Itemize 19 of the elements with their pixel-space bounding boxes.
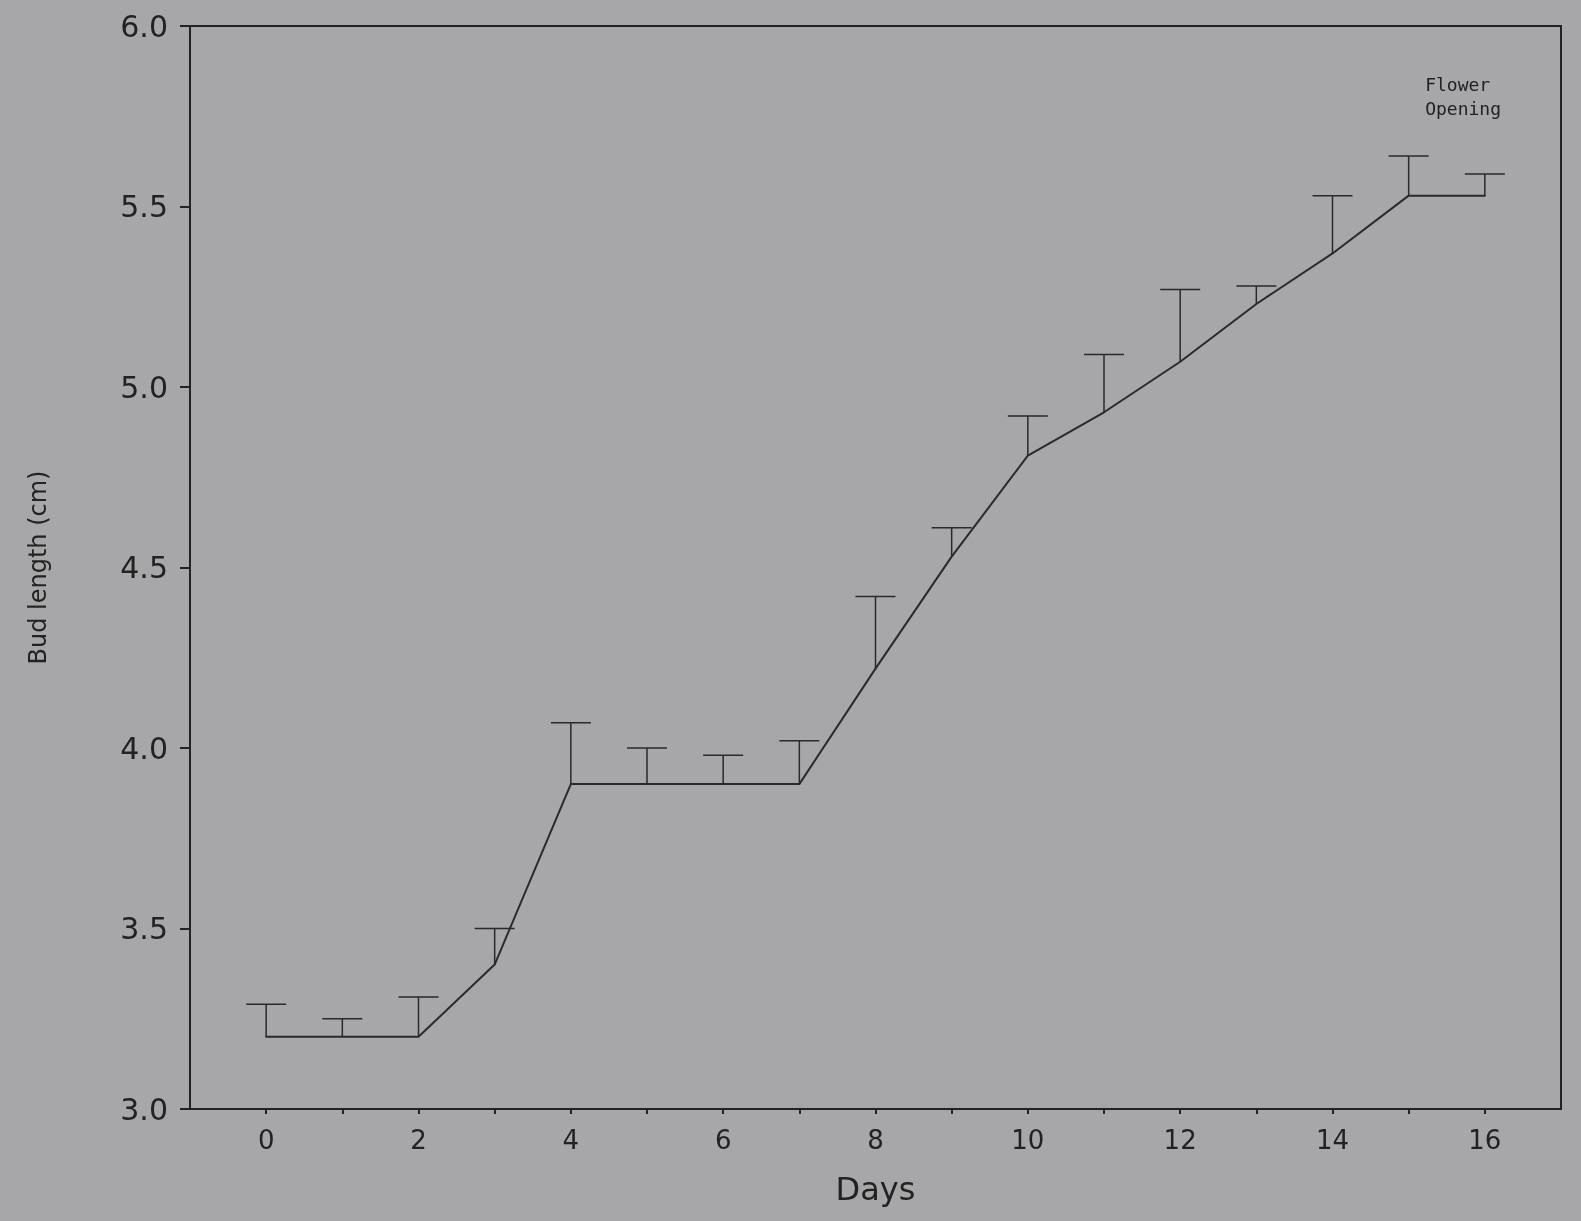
y-tick-label: 3.0 <box>120 1091 168 1127</box>
x-tick-label: 14 <box>1315 1125 1350 1155</box>
y-tick-label: 4.0 <box>120 730 168 766</box>
x-tick-label: 6 <box>714 1125 732 1155</box>
annotation: Flower Opening <box>1425 73 1501 119</box>
x-tick-label: 16 <box>1468 1125 1502 1155</box>
x-axis-title: Days <box>835 1170 916 1208</box>
x-tick-label: 2 <box>410 1125 427 1155</box>
x-tick-label: 8 <box>867 1125 884 1155</box>
x-tick-label: 4 <box>562 1125 580 1155</box>
y-tick-label: 3.5 <box>120 911 168 946</box>
y-tick-label: 5.0 <box>120 369 168 405</box>
y-tick-label: 4.5 <box>120 550 168 585</box>
x-tick-label: 10 <box>1011 1125 1045 1155</box>
y-tick-label: 6.0 <box>120 8 168 44</box>
x-tick-label: 12 <box>1163 1125 1197 1155</box>
x-tick-label: 0 <box>257 1125 275 1155</box>
y-axis-title: Bud length (cm) <box>24 470 52 665</box>
y-tick-label: 5.5 <box>120 189 168 224</box>
